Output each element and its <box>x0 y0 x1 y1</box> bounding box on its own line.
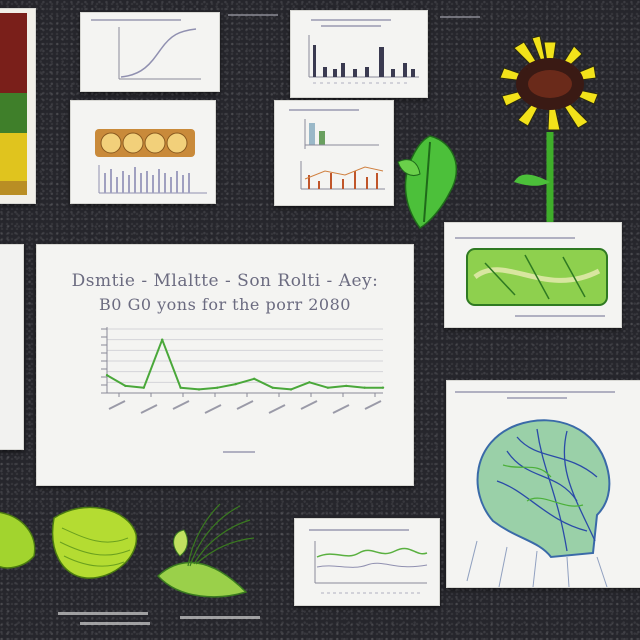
data-point <box>142 386 145 389</box>
data-point <box>234 382 237 386</box>
mixed-bar-chart <box>300 119 385 190</box>
data-point <box>289 388 293 391</box>
data-point <box>381 386 385 389</box>
mini-chart-card-top <box>80 12 220 92</box>
mixed-chart-card <box>274 100 394 206</box>
lime-leaf-left-icon <box>0 511 36 569</box>
data-point <box>161 338 164 341</box>
mini-wave-chart-card <box>294 518 440 606</box>
x-tick-label-scribble <box>108 400 126 410</box>
data-point <box>216 386 219 389</box>
head-illustration-icon <box>466 419 611 587</box>
mini-wave-chart <box>314 541 428 594</box>
x-tick-label-scribble <box>332 404 350 414</box>
mini-curve-chart <box>118 27 201 80</box>
main-chart-card: Dsmtie - Mlaltte - Son Rolti - Aey: B0 G… <box>36 244 414 486</box>
mini-bar-chart <box>308 35 419 84</box>
x-tick-label-scribble <box>300 400 318 410</box>
data-point <box>197 388 201 391</box>
poster-edge-left <box>0 8 36 204</box>
data-point <box>179 386 182 389</box>
x-tick-label-scribble <box>236 400 254 410</box>
main-chart-title-line1: Dsmtie - Mlaltte - Son Rolti - Aey: <box>71 271 379 291</box>
data-point <box>326 386 329 389</box>
fern-icon <box>156 503 255 598</box>
leaf-icon <box>397 135 458 229</box>
food-chart-card <box>70 100 216 204</box>
poster-edge-mid <box>0 244 24 450</box>
x-tick-label-scribble <box>172 400 190 410</box>
main-line-chart <box>101 327 385 414</box>
lime-leaf-center-icon <box>51 506 138 579</box>
data-point <box>363 386 366 389</box>
x-tick-label-scribble <box>364 400 382 410</box>
data-point <box>124 384 127 388</box>
series-line <box>106 338 383 391</box>
poster-edge-illustration <box>0 13 27 195</box>
food-bar-illustration <box>95 129 207 194</box>
data-point <box>308 381 311 384</box>
x-tick-label-scribble <box>268 404 286 414</box>
head-illustration-card <box>446 380 640 588</box>
data-point <box>105 374 109 377</box>
lime-slice-icon <box>466 248 608 306</box>
main-chart-title-line2: B0 G0 yons for the porr 2080 <box>99 295 351 314</box>
data-point <box>271 386 274 389</box>
mini-bar-chart-card-top <box>290 10 428 98</box>
main-chart-xlabel-scribble <box>223 451 255 453</box>
sunflower-icon <box>499 35 599 222</box>
lime-card <box>444 222 622 328</box>
x-tick-label-scribble <box>140 404 158 414</box>
x-tick-label-scribble <box>204 404 222 414</box>
data-point <box>345 384 348 388</box>
data-point <box>253 377 256 380</box>
